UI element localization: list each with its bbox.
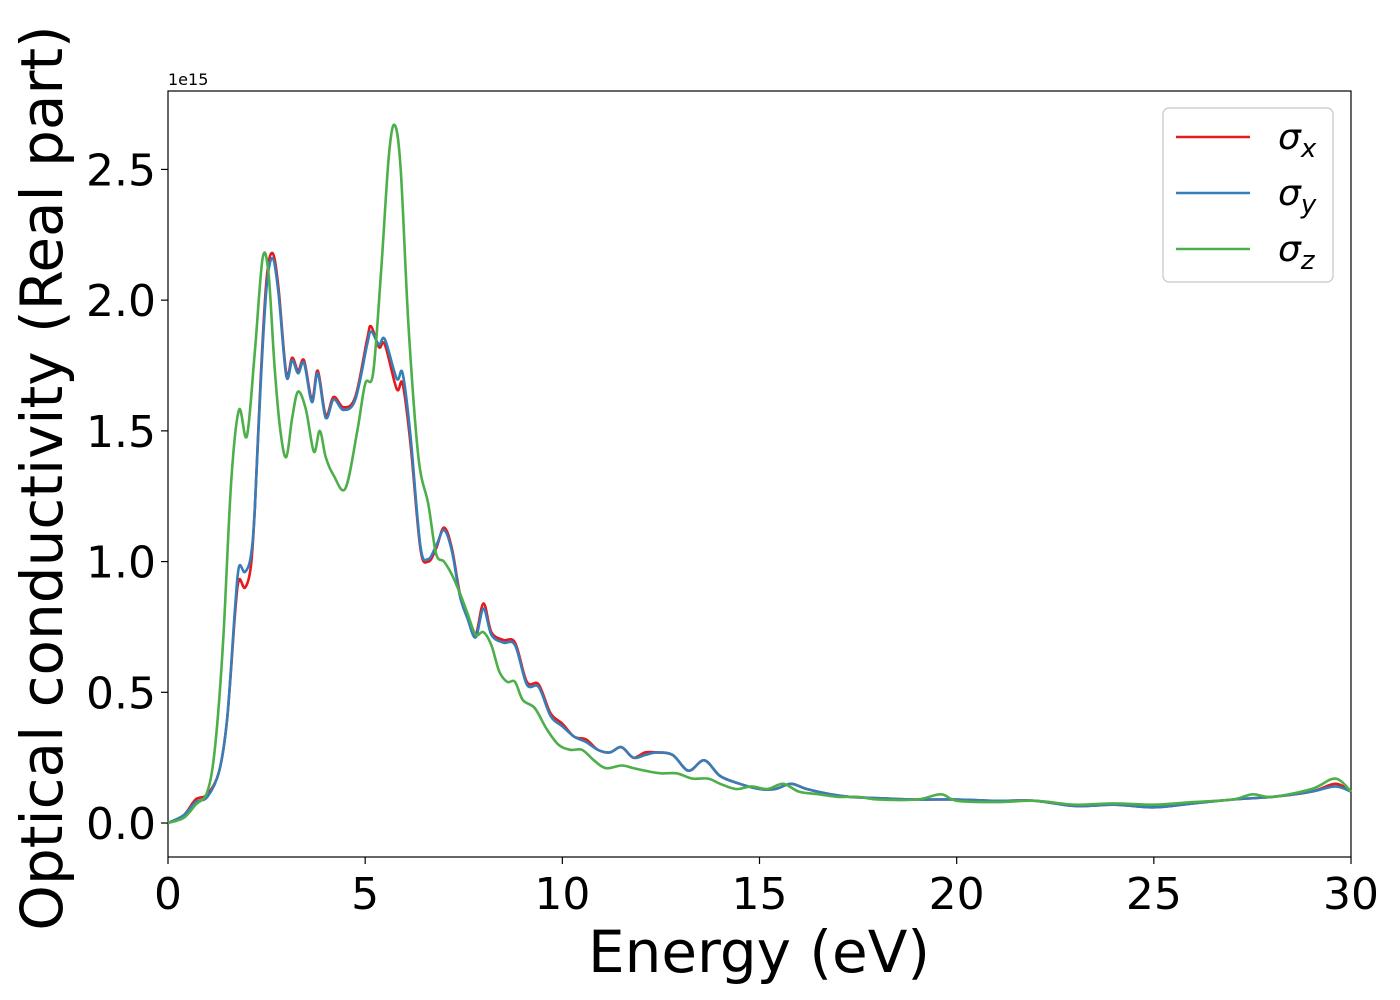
legend-label-sigma-x: σx: [1278, 117, 1317, 164]
ticks-layer: 0 5 10 15 20 25 30 0.0 0.5 1.0 1.5 2.0 2.5: [86, 145, 1379, 920]
x-tick-label: 25: [1126, 869, 1182, 920]
legend-label-subscript: y: [1300, 190, 1317, 220]
legend-box: [1162, 107, 1334, 283]
x-tick-label: 10: [534, 869, 590, 920]
x-tick-label: 20: [929, 869, 985, 920]
legend-label-subscript: z: [1300, 246, 1316, 276]
series-line-sigma-x: [167, 251, 1352, 825]
y-tick-label: 0.0: [86, 799, 156, 850]
legend-label-subscript: x: [1300, 134, 1317, 164]
y-tick-label: 2.0: [86, 276, 156, 327]
y-axis-title: Optical conductivity (Real part): [8, 25, 76, 930]
x-axis-title: Energy (eV): [588, 918, 930, 986]
series-layer: [167, 123, 1352, 825]
x-tick-label: 15: [732, 869, 788, 920]
y-offset-label: 1e15: [168, 70, 208, 89]
x-tick-label: 30: [1323, 869, 1379, 920]
series-line-sigma-z: [167, 123, 1352, 825]
x-tick-label: 5: [351, 869, 379, 920]
x-tick-label: 0: [154, 869, 182, 920]
y-tick-label: 1.0: [86, 538, 156, 589]
y-tick-label: 2.5: [86, 145, 156, 196]
y-tick-label: 0.5: [86, 668, 156, 719]
y-tick-label: 1.5: [86, 407, 156, 458]
series-line-sigma-y: [167, 257, 1352, 825]
